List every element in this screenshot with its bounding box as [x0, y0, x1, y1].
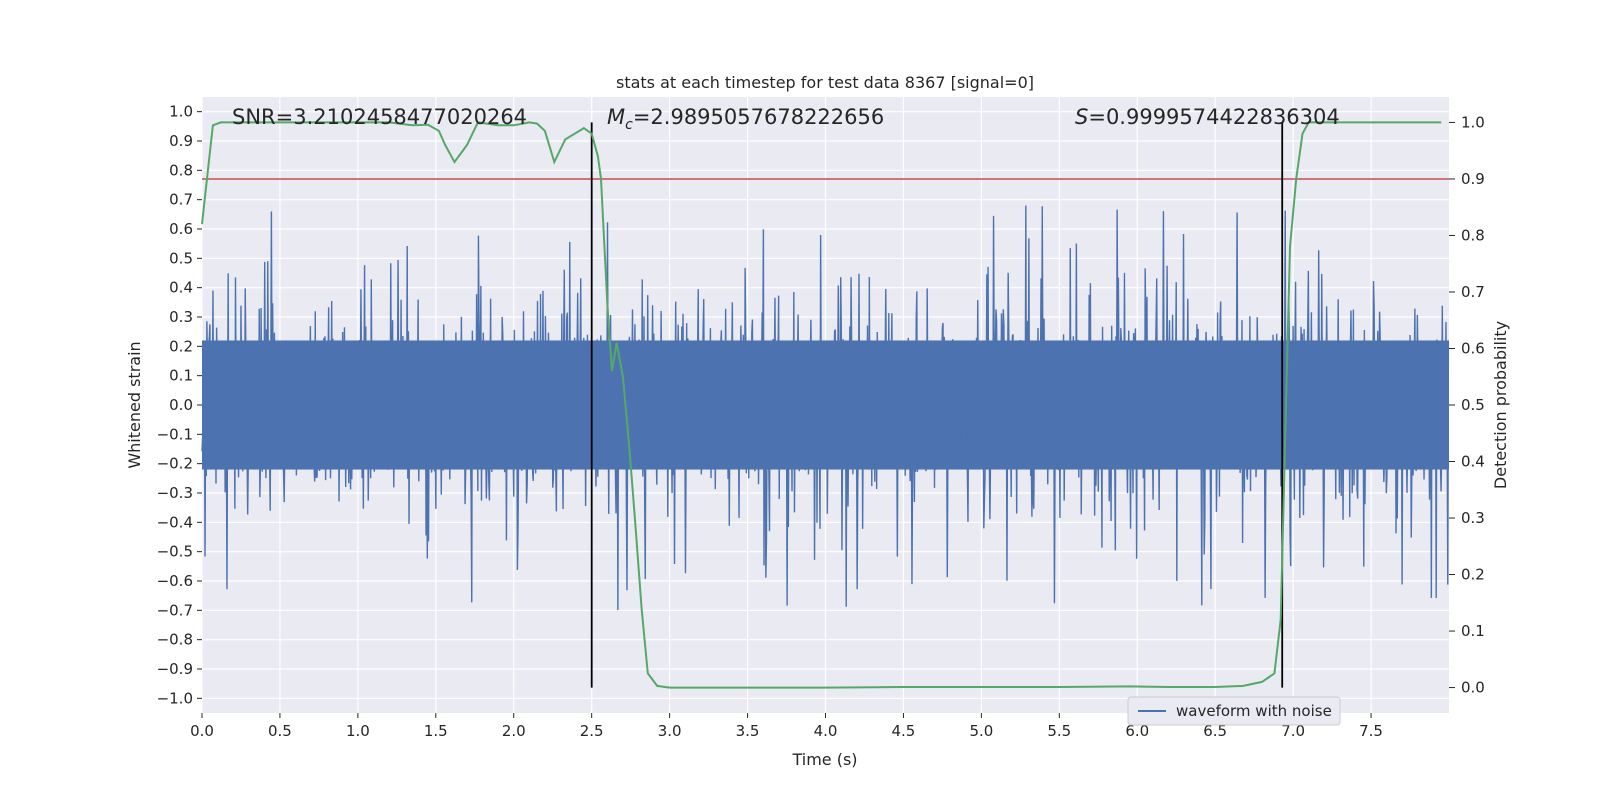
- x-tick-label: 4.5: [892, 722, 916, 740]
- y2-tick-label: 0.8: [1461, 226, 1485, 244]
- y-tick-label: −0.1: [157, 425, 193, 443]
- y-tick-label: 0.8: [169, 161, 193, 179]
- y2-tick-label: 0.4: [1461, 453, 1485, 471]
- legend-box: [1127, 696, 1341, 726]
- y2-axis-label: Detection probability: [1491, 321, 1510, 489]
- chirp-mass-subscript: c: [625, 117, 633, 133]
- score-symbol: S: [1075, 105, 1088, 129]
- y2-tick-label: 0.3: [1461, 509, 1485, 527]
- x-tick-label: 0.5: [268, 722, 292, 740]
- x-tick-label: 1.5: [424, 722, 448, 740]
- y-axis-ticks: 1.0 0.9 0.8 0.7 0.6 0.5 0.4 0.3 0.2 0.1 0.0 −0.1 −0.…: [157, 103, 202, 707]
- x-tick-label: 2.0: [502, 722, 526, 740]
- x-tick-label: 2.5: [580, 722, 604, 740]
- y-tick-label: −0.2: [157, 455, 193, 473]
- x-tick-label: 5.0: [969, 722, 993, 740]
- y-tick-label: 0.3: [169, 308, 193, 326]
- chirp-mass-symbol: M: [607, 105, 625, 129]
- waveform-series: [201, 205, 1450, 610]
- x-axis-ticks: 0.0 0.5 1.0 1.5 2.0 2.5 3.0 3.5 4.0 4.5 5.0 5.5 6.0 6…: [190, 713, 1383, 740]
- x-tick-label: 3.0: [658, 722, 682, 740]
- y2-tick-label: 0.6: [1461, 339, 1485, 357]
- y2-tick-label: 0.7: [1461, 283, 1485, 301]
- y-tick-label: −0.4: [157, 513, 193, 531]
- x-tick-label: 4.0: [814, 722, 838, 740]
- chart-title: stats at each timestep for test data 836…: [616, 73, 1034, 92]
- legend: waveform with noise: [1127, 696, 1341, 726]
- y-tick-label: 0.5: [169, 249, 193, 267]
- x-tick-label: 0.0: [190, 722, 214, 740]
- y-axis-label: Whitened strain: [125, 341, 144, 468]
- x-tick-label: 6.0: [1125, 722, 1149, 740]
- y2-tick-label: 0.9: [1461, 170, 1485, 188]
- x-tick-label: 3.5: [736, 722, 760, 740]
- y-tick-label: −0.9: [157, 660, 193, 678]
- y-tick-label: 0.6: [169, 220, 193, 238]
- y-tick-label: −0.7: [157, 601, 193, 619]
- x-tick-label: 5.5: [1047, 722, 1071, 740]
- score-annotation: S=0.9999574422836304: [1075, 105, 1340, 129]
- y2-tick-label: 0.2: [1461, 566, 1485, 584]
- y-tick-label: −0.6: [157, 572, 193, 590]
- y-tick-label: −0.3: [157, 484, 193, 502]
- y2-tick-label: 0.0: [1461, 679, 1485, 697]
- y2-tick-label: 1.0: [1461, 113, 1485, 131]
- y-tick-label: 0.1: [169, 367, 193, 385]
- y2-tick-label: 0.5: [1461, 396, 1485, 414]
- y-tick-label: 0.7: [169, 191, 193, 209]
- x-axis-label: Time (s): [791, 750, 857, 769]
- y-tick-label: −0.5: [157, 543, 193, 561]
- y-tick-label: 0.0: [169, 396, 193, 414]
- x-tick-label: 1.0: [346, 722, 370, 740]
- y2-tick-label: 0.1: [1461, 622, 1485, 640]
- score-value: =0.9999574422836304: [1088, 105, 1339, 129]
- y-tick-label: −0.8: [157, 631, 193, 649]
- detection-probability-line: [201, 121, 1442, 689]
- y-tick-label: 0.4: [169, 279, 193, 297]
- chirp-mass-annotation: Mc=2.9895057678222656: [607, 105, 884, 133]
- snr-annotation: SNR=3.2102458477020264: [232, 105, 527, 129]
- x-tick-label: 6.5: [1203, 722, 1227, 740]
- y-tick-label: 1.0: [169, 103, 193, 121]
- y2-axis-ticks: 1.0 0.9 0.8 0.7 0.6 0.5 0.4 0.3 0.2 0.1 0.0: [1449, 113, 1485, 697]
- legend-entry: waveform with noise: [1176, 702, 1332, 720]
- waveform-trace: [201, 205, 1450, 610]
- y-tick-label: 0.2: [169, 337, 193, 355]
- chirp-mass-value: =2.9895057678222656: [633, 105, 884, 129]
- y-tick-label: 0.9: [169, 132, 193, 150]
- x-tick-label: 7.5: [1359, 722, 1383, 740]
- y-tick-label: −1.0: [157, 689, 193, 707]
- x-tick-label: 7.0: [1281, 722, 1305, 740]
